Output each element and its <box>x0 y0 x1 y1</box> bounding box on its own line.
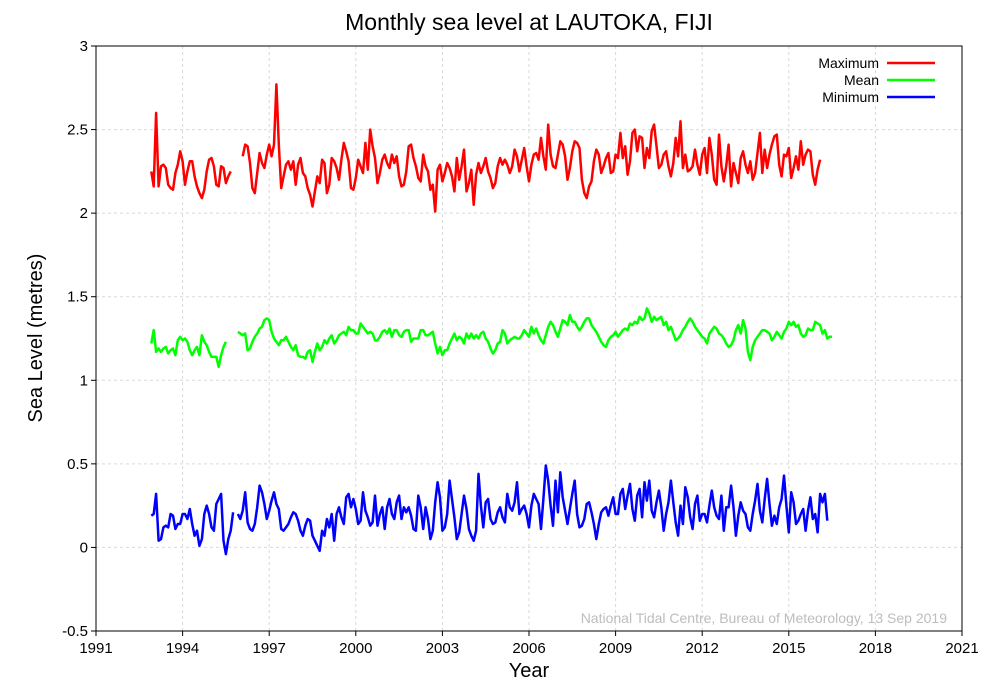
x-tick-label: 2003 <box>426 640 459 657</box>
x-tick-label: 2009 <box>599 640 632 657</box>
y-tick-label: -0.5 <box>62 623 88 640</box>
series-line-maximum <box>150 83 822 213</box>
series-lines <box>150 83 833 556</box>
series-line-minimum <box>150 464 829 556</box>
x-tick-label: 2021 <box>945 640 978 657</box>
y-tick-label: 1.5 <box>67 289 88 306</box>
y-tick-label: 0 <box>80 539 88 556</box>
x-tick-label: 2012 <box>686 640 719 657</box>
y-tick-label: 2.5 <box>67 122 88 139</box>
series-line-mean <box>150 307 833 369</box>
x-tick-label: 2018 <box>859 640 892 657</box>
credit-text: National Tidal Centre, Bureau of Meteoro… <box>581 610 948 626</box>
legend-label-mean: Mean <box>844 72 879 88</box>
x-tick-label: 2000 <box>339 640 372 657</box>
plot-frame <box>95 45 963 632</box>
y-tick-label: 3 <box>80 38 88 55</box>
legend-label-maximum: Maximum <box>818 55 879 71</box>
x-tick-label: 2015 <box>772 640 805 657</box>
axis-ticks: -0.5 0 0.5 1 1.5 2 2.5 3 1991 1994 1997 2000 2003 200… <box>62 38 979 657</box>
y-tick-label: 0.5 <box>67 456 88 473</box>
y-tick-label: 1 <box>80 372 88 389</box>
x-tick-label: 1991 <box>79 640 112 657</box>
grid <box>95 45 963 632</box>
x-tick-label: 2006 <box>512 640 545 657</box>
y-axis-title: Sea Level (metres) <box>25 254 47 423</box>
y-tick-label: 2 <box>80 205 88 222</box>
legend-label-minimum: Minimum <box>822 89 879 105</box>
x-tick-label: 1994 <box>166 640 199 657</box>
x-tick-label: 1997 <box>253 640 286 657</box>
x-axis-title: Year <box>509 660 550 682</box>
chart-title: Monthly sea level at LAUTOKA, FIJI <box>345 9 713 35</box>
